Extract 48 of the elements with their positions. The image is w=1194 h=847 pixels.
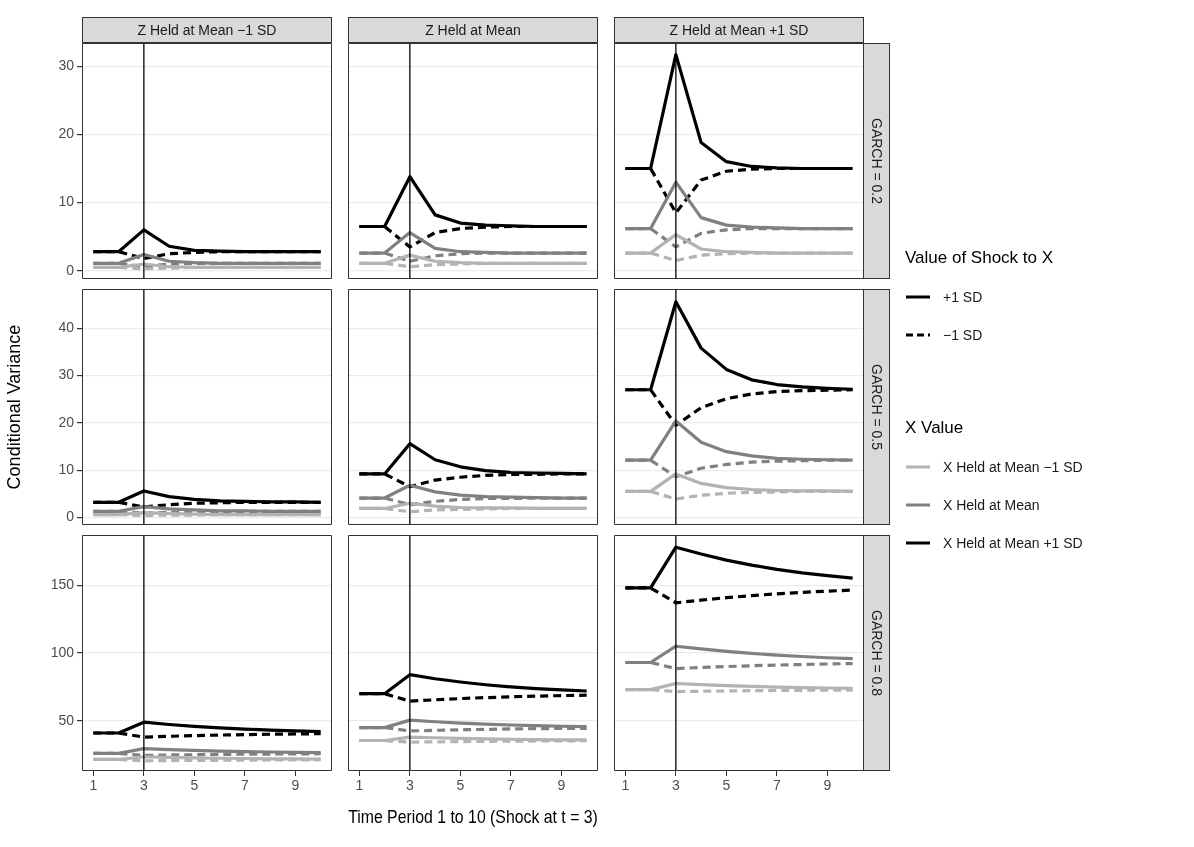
y-tick-label: 10 (58, 461, 75, 477)
x-tick-label: 3 (671, 777, 680, 794)
facet-strip: Z Held at Mean −1 SD (82, 17, 332, 43)
facet-strip: GARCH = 0.5 (863, 289, 890, 525)
x-axis-title: Time Period 1 to 10 (Shock at t = 3) (348, 807, 598, 828)
chart-title: Z Held at Mean (425, 22, 521, 38)
text: −1 SD (943, 327, 983, 343)
x-tick-label: 1 (89, 777, 98, 794)
y-tick-label: 20 (58, 125, 75, 142)
text: X Held at Mean −1 SD (943, 459, 1083, 475)
x-tick-label: 7 (772, 777, 781, 794)
x-tick-label: 9 (291, 777, 300, 794)
x-tick-label: 1 (355, 777, 364, 794)
chart-title: Z Held at Mean −1 SD (137, 22, 277, 38)
y-tick-label: 150 (50, 576, 75, 593)
y2-axis-title: GARCH = 0.8 (868, 610, 885, 696)
x-tick-label: 5 (190, 777, 199, 794)
y-tick-label: 40 (58, 319, 75, 336)
x-tick-label: 9 (557, 777, 566, 794)
y2-axis-title: GARCH = 0.2 (868, 118, 885, 204)
chart-title: Z Held at Mean +1 SD (669, 22, 809, 38)
text: X Held at Mean +1 SD (943, 535, 1083, 551)
y-tick-label: 0 (66, 508, 75, 525)
facet-strip: GARCH = 0.2 (863, 43, 890, 279)
x-tick-label: 3 (139, 777, 148, 794)
facet-strip: Z Held at Mean +1 SD (614, 17, 864, 43)
x-tick-label: 9 (823, 777, 832, 794)
facet-strip: Z Held at Mean (348, 17, 598, 43)
x-tick-label: 5 (456, 777, 465, 794)
legend-title: X Value (905, 418, 965, 438)
text: +1 SD (943, 289, 983, 305)
text: X Held at Mean (943, 497, 1040, 513)
y-tick-label: 30 (58, 366, 75, 383)
y-tick-label: 30 (58, 57, 75, 74)
y-tick-label: 0 (66, 261, 75, 278)
y-axis-title: Conditional Variance (3, 324, 24, 490)
facet-strip: GARCH = 0.8 (863, 535, 890, 771)
x-tick-label: 1 (621, 777, 630, 794)
x-tick-label: 7 (506, 777, 515, 794)
y-tick-label: 10 (58, 193, 75, 210)
y-tick-label: 20 (58, 413, 75, 430)
y-tick-label: 50 (58, 711, 75, 728)
x-tick-label: 3 (405, 777, 414, 794)
x-tick-label: 7 (240, 777, 249, 794)
y2-axis-title: GARCH = 0.5 (868, 364, 885, 450)
legend-title: Value of Shock to X (905, 248, 1054, 268)
y-tick-label: 100 (50, 643, 75, 660)
x-tick-label: 5 (722, 777, 731, 794)
